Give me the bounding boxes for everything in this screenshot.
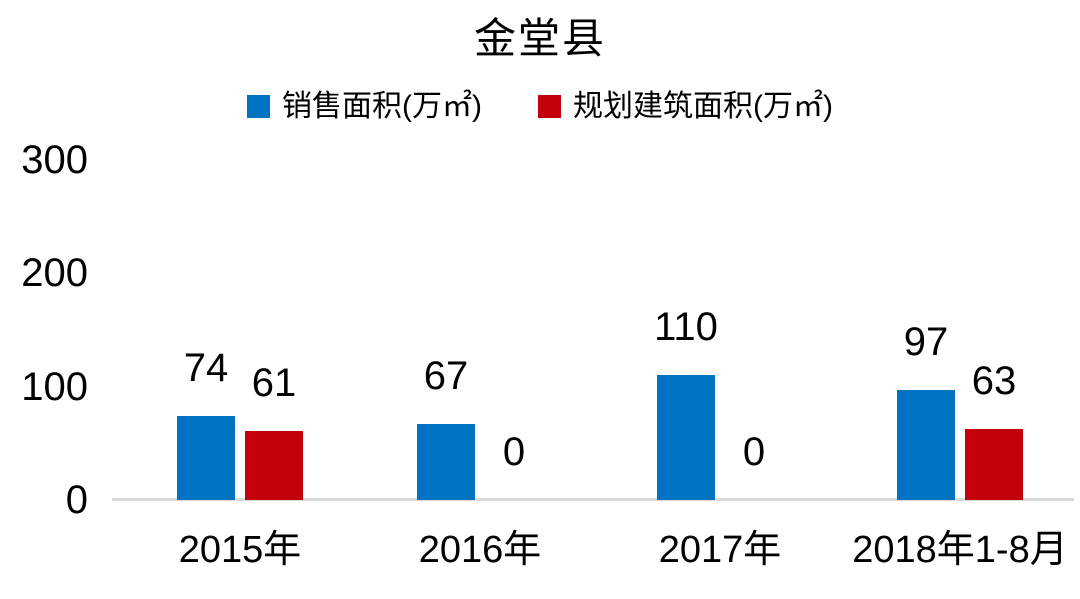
bar-pair: 67 0 <box>417 356 543 500</box>
x-axis-label: 2015年 <box>178 529 302 571</box>
bar-group: 97 63 2018年1-8月 <box>840 160 1080 571</box>
bar-group: 110 0 2017年 <box>600 160 840 570</box>
bar-pair: 74 61 <box>177 348 303 500</box>
bar-value-label: 63 <box>971 358 1017 403</box>
bar-group: 67 0 2016年 <box>360 160 600 571</box>
bar-group: 74 61 2015年 <box>120 160 360 571</box>
legend-item-planned-area: 规划建筑面积(万㎡) <box>538 90 833 123</box>
bar-value-label: 0 <box>502 430 526 474</box>
bar-planned-area <box>965 428 1023 500</box>
bar-value-label: 97 <box>903 320 949 365</box>
legend-swatch-sales-area <box>247 95 271 118</box>
y-axis: 0 100 200 300 <box>0 138 88 522</box>
legend-label-planned-area: 规划建筑面积(万㎡) <box>573 90 833 123</box>
legend-label-sales-area: 销售面积(万㎡) <box>282 90 482 123</box>
bar-slot: 110 <box>654 307 718 500</box>
chart-legend: 销售面积(万㎡) 规划建筑面积(万㎡) <box>0 90 1080 123</box>
y-tick-label: 200 <box>21 251 88 296</box>
x-axis-label: 2016年 <box>418 529 542 571</box>
bar-sales-area <box>657 375 715 500</box>
bar-value-label: 74 <box>183 346 229 391</box>
bar-slot: 97 <box>897 322 955 500</box>
bar-slot: 63 <box>965 361 1023 500</box>
y-tick-label: 300 <box>21 138 88 182</box>
x-axis-label: 2017年 <box>658 529 782 571</box>
bar-slot: 61 <box>245 363 303 500</box>
bar-pair: 97 63 <box>897 322 1023 500</box>
legend-swatch-planned-area <box>538 95 561 118</box>
bar-slot: 74 <box>177 348 235 500</box>
bar-pair: 110 0 <box>654 307 783 500</box>
y-tick-label: 100 <box>21 364 88 409</box>
bar-sales-area <box>177 416 235 500</box>
bar-value-label: 0 <box>742 430 766 474</box>
bar-value-label: 61 <box>251 360 297 405</box>
bar-planned-area <box>245 430 303 500</box>
bar-sales-area <box>897 390 955 500</box>
bar-value-label: 67 <box>423 354 469 399</box>
plot-area: 74 61 2015年 67 0 2016年 110 0 2017年 97 63 2018年1-8月 <box>120 160 1080 571</box>
chart-title: 金堂县 <box>473 15 606 62</box>
bar-sales-area <box>417 424 475 500</box>
y-tick-label: 0 <box>65 478 88 522</box>
bar-slot: 67 <box>417 356 475 500</box>
x-axis-label: 2018年1-8月 <box>852 529 1068 571</box>
legend-item-sales-area: 销售面积(万㎡) <box>247 90 482 123</box>
x-axis-line <box>112 498 1074 501</box>
bar-value-label: 110 <box>654 305 718 350</box>
